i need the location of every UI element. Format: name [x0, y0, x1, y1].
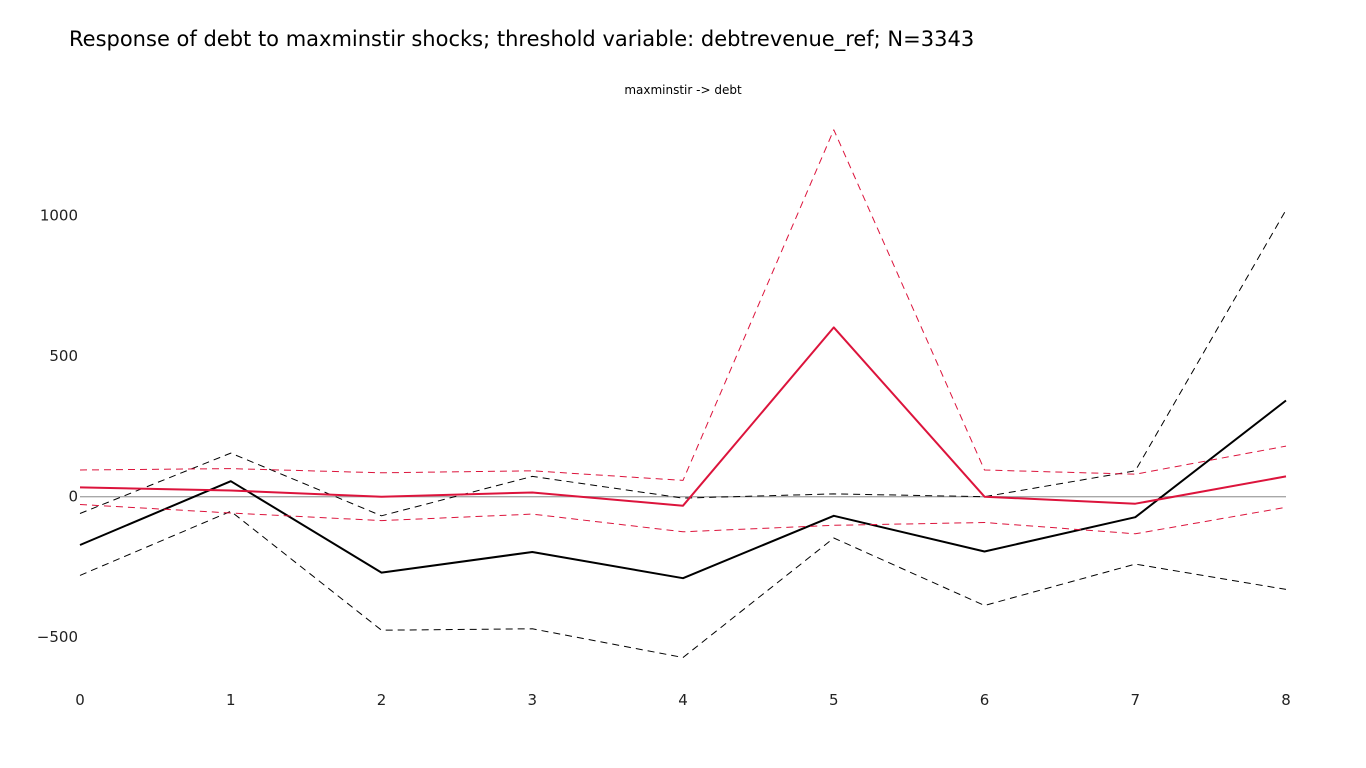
band-line-2 — [79, 510, 1287, 658]
band-line-5 — [79, 504, 1287, 535]
y-tick-label: 500 — [49, 347, 78, 365]
y-tick-label: −500 — [37, 628, 78, 646]
x-tick-label: 5 — [829, 691, 839, 709]
x-tick-label: 3 — [527, 691, 537, 709]
y-axis-ticks: −500 0 500 1000 — [37, 207, 78, 647]
x-tick-label: 6 — [980, 691, 990, 709]
band-line-4 — [79, 129, 1287, 481]
x-tick-label: 0 — [75, 691, 85, 709]
band-line-1 — [79, 209, 1287, 517]
chart-subtitle: maxminstir -> debt — [624, 83, 742, 97]
series-group — [79, 129, 1287, 658]
chart-title: Response of debt to maxminstir shocks; t… — [69, 27, 975, 51]
x-tick-label: 1 — [226, 691, 236, 709]
x-tick-label: 7 — [1130, 691, 1140, 709]
x-tick-label: 2 — [377, 691, 387, 709]
x-tick-label: 4 — [678, 691, 688, 709]
y-tick-label: 1000 — [40, 207, 78, 225]
x-axis-ticks: 0 1 2 3 4 5 6 7 8 — [75, 691, 1291, 709]
response-line-0 — [79, 399, 1287, 580]
response-line-3 — [79, 326, 1287, 507]
y-tick-label: 0 — [68, 488, 78, 506]
x-tick-label: 8 — [1281, 691, 1291, 709]
